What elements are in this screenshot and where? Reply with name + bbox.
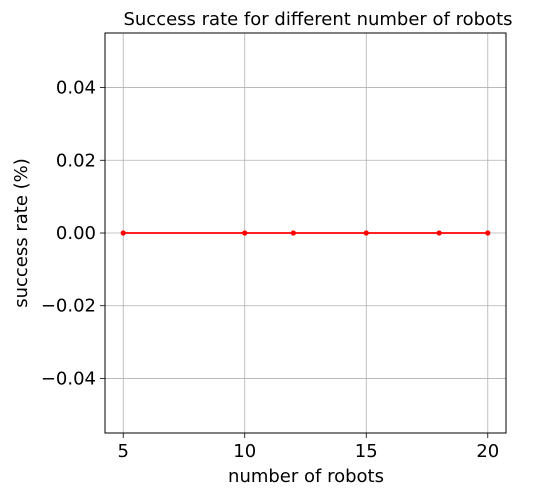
x-tick-label: 5 xyxy=(118,441,129,462)
y-axis-label: success rate (%) xyxy=(11,158,32,308)
data-point xyxy=(436,230,442,236)
x-tick-label: 15 xyxy=(355,441,378,462)
ticks: 5 10 15 20 −0.04 −0.02 0.00 0.02 0.04 xyxy=(41,78,499,462)
data-point xyxy=(363,230,369,236)
data-point xyxy=(290,230,296,236)
y-tick-label: 0.04 xyxy=(56,78,96,99)
x-axis-label: number of robots xyxy=(228,466,384,487)
y-tick-label: −0.02 xyxy=(41,296,96,317)
chart-title: Success rate for different number of rob… xyxy=(123,9,512,30)
y-tick-label: 0.02 xyxy=(56,150,96,171)
data-point xyxy=(242,230,248,236)
data-point xyxy=(485,230,491,236)
data-point xyxy=(120,230,126,236)
x-tick-label: 10 xyxy=(233,441,256,462)
series-layer xyxy=(120,230,491,236)
y-tick-label: −0.04 xyxy=(41,368,96,389)
x-tick-label: 20 xyxy=(476,441,499,462)
y-tick-label: 0.00 xyxy=(56,223,96,244)
